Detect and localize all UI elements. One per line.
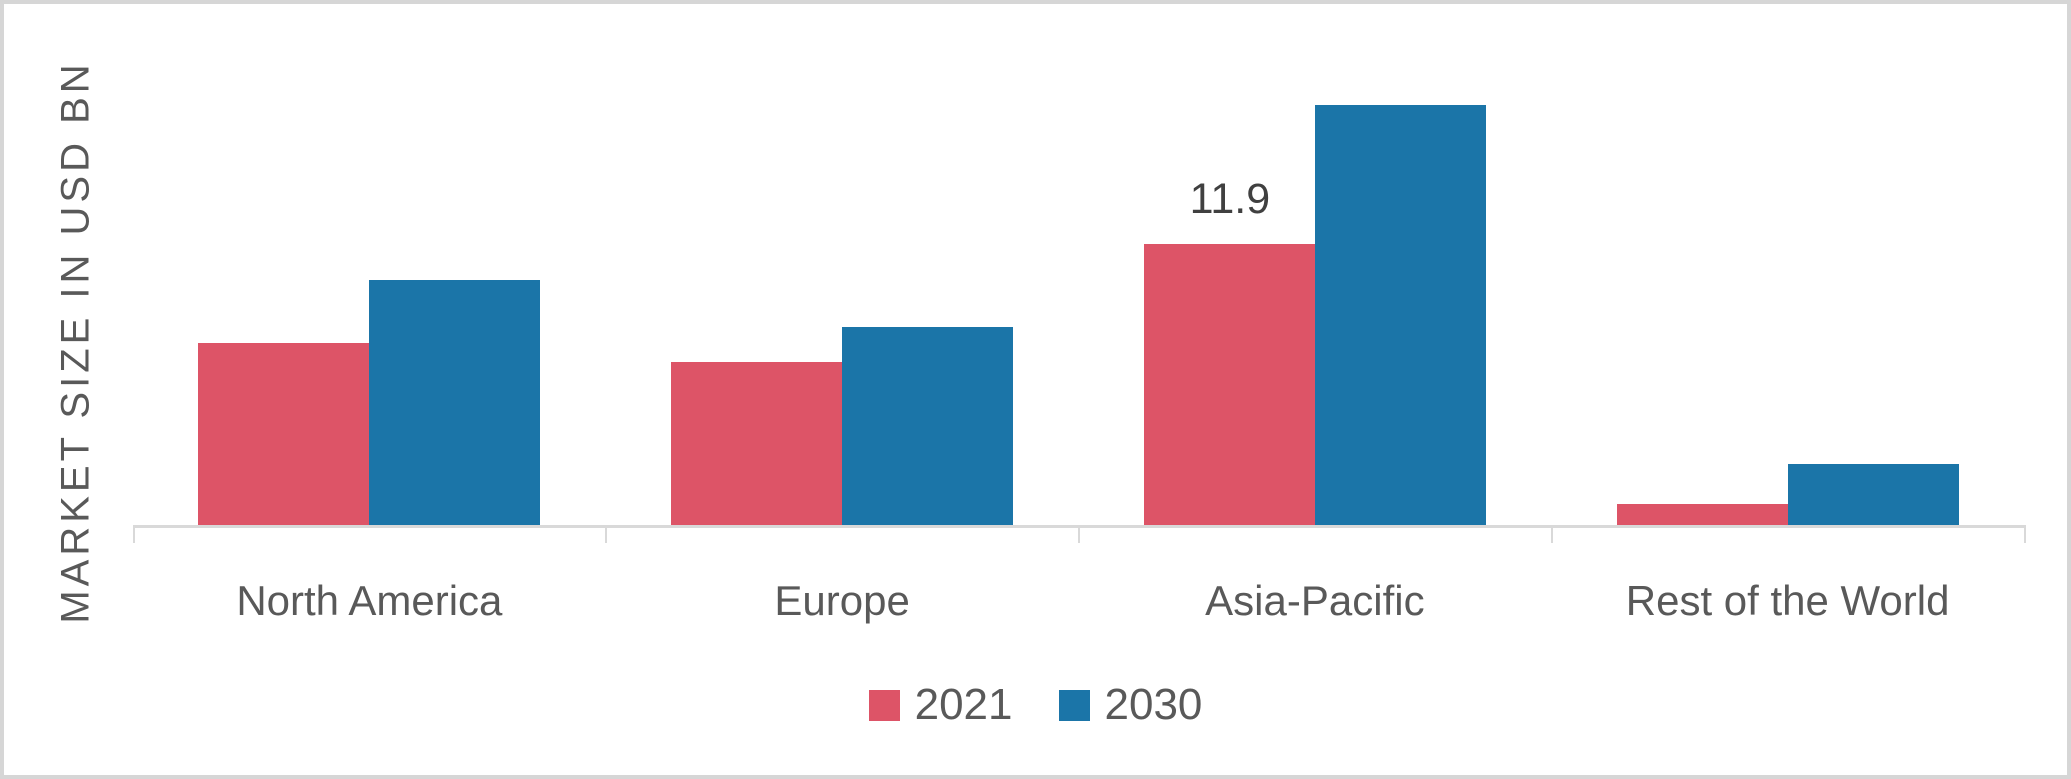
y-axis-title: MARKET SIZE IN USD BN <box>53 60 98 624</box>
legend-label-2021: 2021 <box>914 680 1013 729</box>
category-label-asia-pacific: Asia-Pacific <box>1205 577 1425 624</box>
bar-2021-asia-pacific <box>1143 244 1315 525</box>
category-label-rest-of-the-world: Rest of the World <box>1625 577 1950 624</box>
bar-2030-asia-pacific <box>1314 104 1486 525</box>
bar-2030-north-america <box>369 279 541 525</box>
x-axis-category-labels: North America Europe Asia-Pacific Rest o… <box>133 577 2024 625</box>
plot-area: 11.9 <box>133 53 2024 525</box>
data-label-2021-asia-pacific: 11.9 <box>1189 175 1271 224</box>
category-label-north-america: North America <box>236 577 503 624</box>
legend-label-2030: 2030 <box>1104 680 1203 729</box>
x-axis-tick <box>133 525 135 543</box>
legend-swatch-2021-icon <box>868 689 900 721</box>
category-slot-rest-of-the-world <box>1551 53 2024 525</box>
x-axis-tick <box>1078 525 1080 543</box>
category-slot-asia-pacific: 11.9 <box>1079 53 1552 525</box>
legend-swatch-2030-icon <box>1058 689 1090 721</box>
category-label-europe: Europe <box>774 577 910 624</box>
x-axis-tick <box>2024 525 2026 543</box>
legend-item-2021: 2021 <box>868 680 1013 729</box>
bar-2021-north-america <box>198 343 370 525</box>
category-slot-europe <box>606 53 1079 525</box>
category-slot-north-america <box>133 53 606 525</box>
x-axis-tick <box>1551 525 1553 543</box>
x-axis-tick <box>605 525 607 543</box>
bar-2021-rest-of-the-world <box>1616 503 1788 525</box>
bar-2030-europe <box>842 326 1014 525</box>
chart-legend: 2021 2030 <box>0 683 2071 727</box>
legend-item-2030: 2030 <box>1058 680 1203 729</box>
bar-2030-rest-of-the-world <box>1787 463 1959 525</box>
bar-2021-europe <box>671 362 843 525</box>
